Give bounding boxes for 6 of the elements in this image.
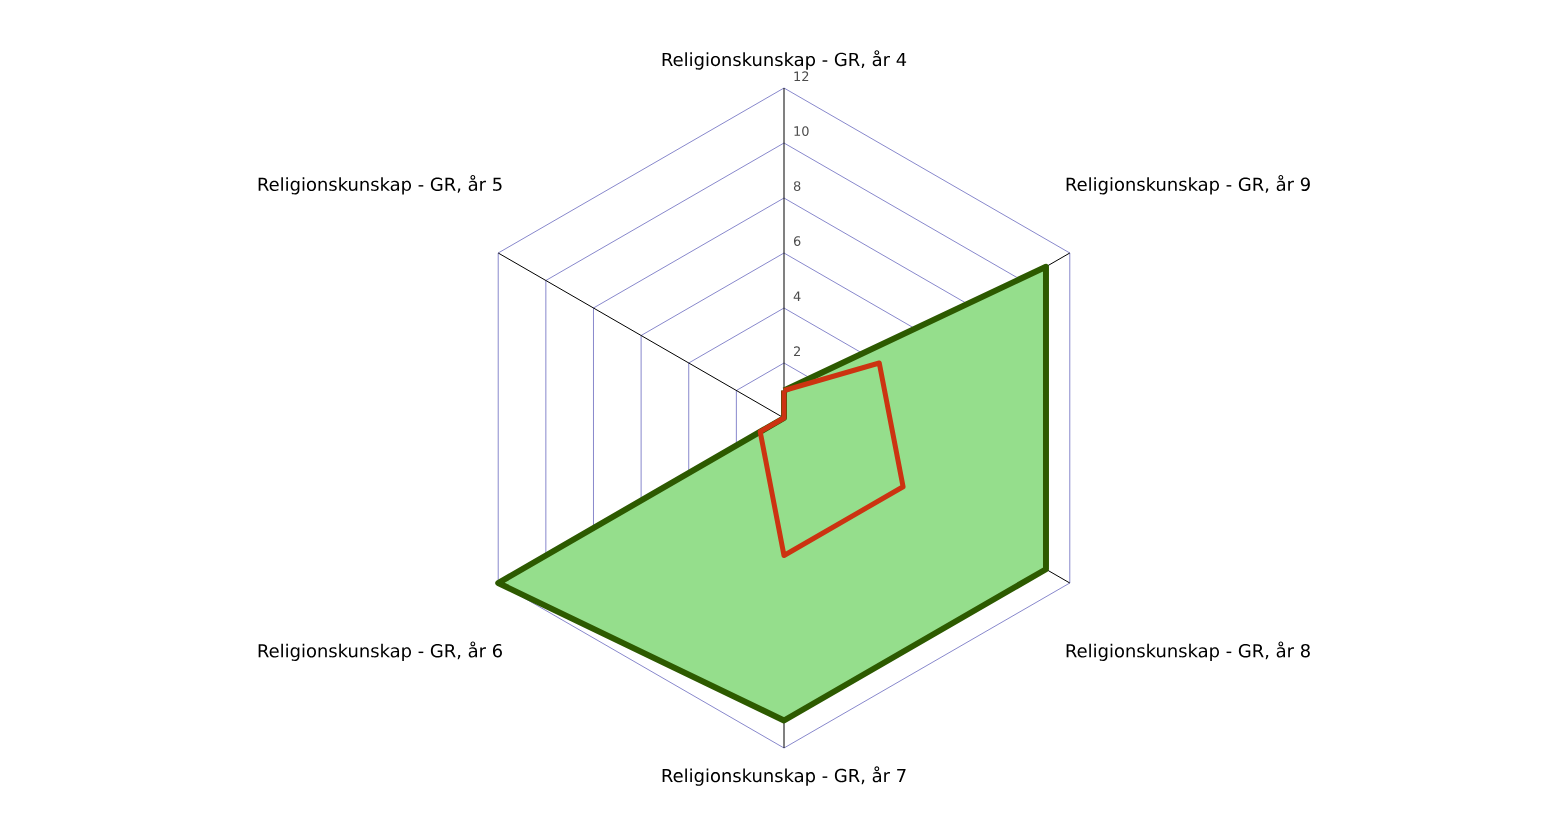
spoke-label: Religionskunskap - GR, år 7 <box>662 766 906 786</box>
spoke-label: Religionskunskap - GR, år 5 <box>258 175 502 195</box>
spoke-label: Religionskunskap - GR, år 8 <box>1066 641 1310 661</box>
spoke-label: Religionskunskap - GR, år 6 <box>258 641 502 661</box>
spoke-label: Religionskunskap - GR, år 4 <box>662 50 907 70</box>
spoke-label: Religionskunskap - GR, år 9 <box>1066 175 1310 195</box>
